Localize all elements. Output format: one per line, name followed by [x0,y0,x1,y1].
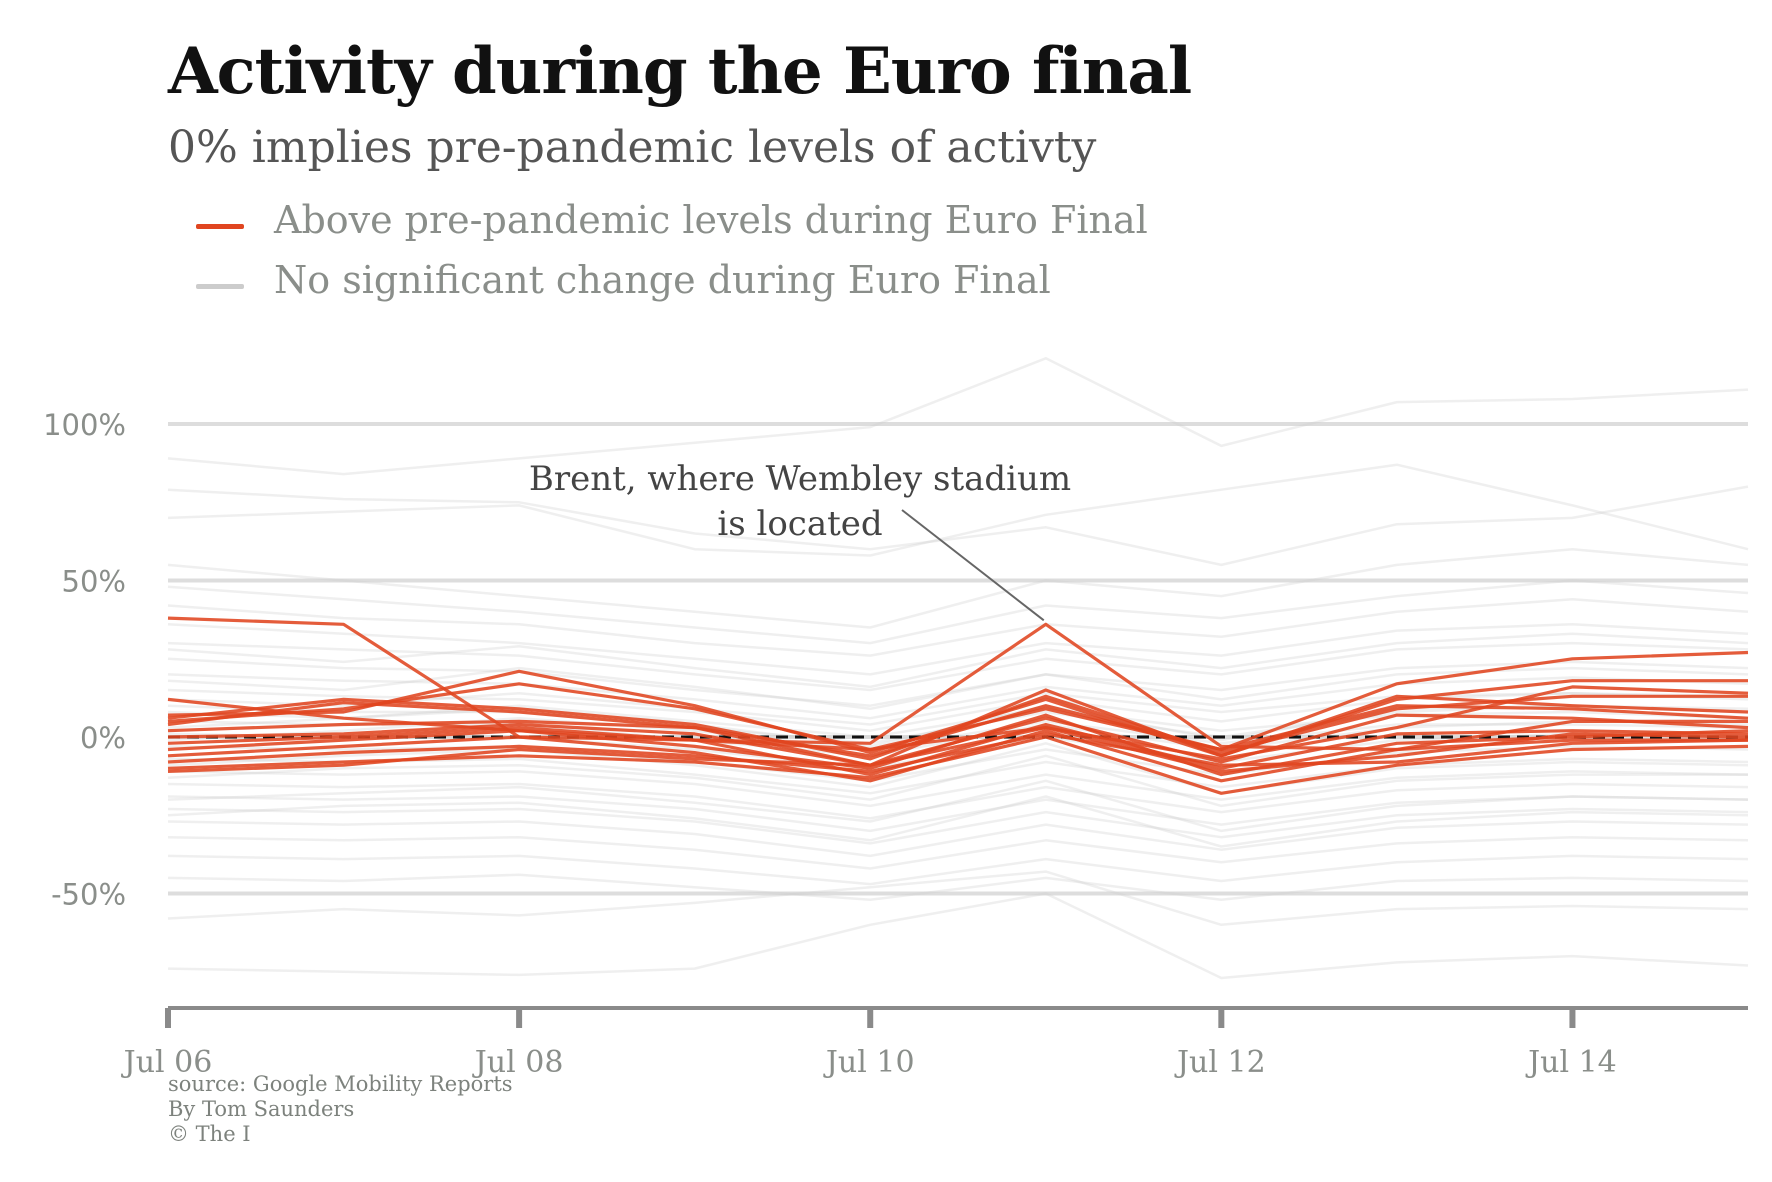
background-series-line [167,754,1748,808]
highlighted-series-line [167,616,1748,752]
background-series-line [167,779,1749,833]
source-credit: source: Google Mobility Reports [168,1072,513,1096]
chart-title: Activity during the Euro final [168,34,1192,109]
highlighted-series-line [167,694,1748,761]
background-series-line [167,807,1749,845]
highlighted-series-line [167,722,1749,777]
y-tick-label: 100% [43,408,126,442]
background-series-line [167,704,1749,739]
background-series-line [167,485,1749,567]
credits: source: Google Mobility Reports By Tom S… [168,1072,513,1147]
annotation-text-line2: is located [717,504,882,544]
background-series-line [167,657,1749,707]
background-series-line [167,870,1749,927]
highlighted-series-line [167,704,1749,758]
highlighted-series-lines [167,616,1749,795]
x-tick-label: Jul 12 [1174,1045,1266,1080]
y-tick-label: -50% [51,878,126,912]
background-series-line [167,632,1749,689]
background-series-line [167,820,1749,858]
background-series-line [167,873,1749,902]
y-axis-labels: 100% 50% 0% -50% [43,408,126,912]
x-tick-label: Jul 06 [121,1045,213,1080]
highlighted-series-line [167,725,1749,774]
background-series-line [167,795,1749,848]
chart-subtitle: 0% implies pre-pandemic levels of activt… [168,122,1097,173]
x-tick-label: Jul 08 [472,1045,564,1080]
annotation-leader-line [901,509,1045,622]
author-credit: By Tom Saunders [168,1097,355,1121]
y-tick-label: 50% [62,565,126,599]
legend-swatch-red [196,224,244,229]
annotation-text-line1: Brent, where Wembley stadium [529,459,1071,499]
background-series-line [167,463,1749,557]
copyright-credit: © The I [168,1122,251,1146]
x-tick-label: Jul 10 [823,1045,915,1080]
background-series-line [167,641,1749,692]
legend-label-above: Above pre-pandemic levels during Euro Fi… [274,198,1148,242]
background-series-line [167,691,1749,726]
background-series-line [167,892,1749,980]
background-series-line [167,547,1749,629]
highlighted-series-line [167,732,1749,774]
y-tick-label: 0% [80,721,126,755]
highlighted-series-line [167,713,1749,777]
legend-label-no-change: No significant change during Euro Final [274,258,1051,302]
background-series-line [167,770,1749,808]
background-series-line [167,598,1749,657]
legend-swatch-grey [196,284,244,289]
background-series-line [167,782,1749,820]
background-series-line [167,623,1749,676]
background-series-line [167,357,1749,476]
x-tick-label: Jul 14 [1525,1045,1617,1080]
x-axis-ticks: Jul 06 Jul 08 Jul 10 Jul 12 Jul 14 [121,1008,1617,1080]
background-series-line [167,579,1749,645]
background-series-line [167,854,1749,886]
background-series-line [167,835,1749,870]
background-series-line [167,742,1749,795]
background-series-line [167,795,1749,833]
